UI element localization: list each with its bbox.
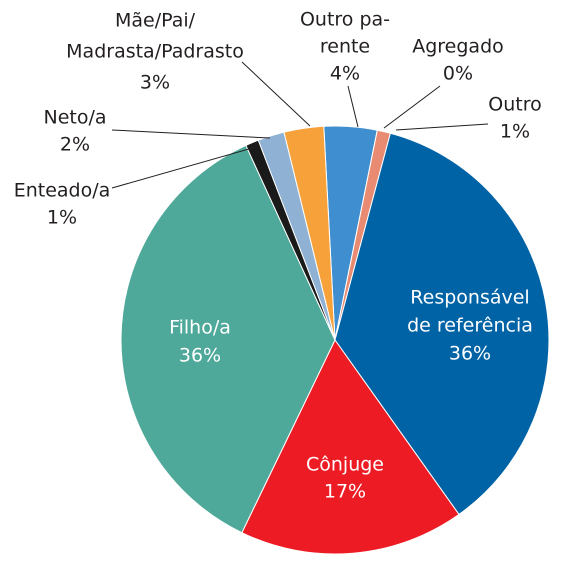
leader-line — [241, 61, 311, 127]
slice-value-label: 1% — [47, 207, 77, 229]
pie-slice — [283, 125, 336, 341]
slice-value-label: 36% — [179, 345, 221, 367]
leader-line — [383, 85, 441, 129]
slice-label: Outro pa- — [300, 9, 390, 31]
slice-value-label: 17% — [324, 481, 366, 503]
slice-label: Madrasta/Padrasto — [66, 41, 244, 63]
slice-label: Neto/a — [43, 107, 106, 129]
leader-line — [347, 85, 359, 128]
slice-value-label: 1% — [500, 121, 530, 143]
slice-label: Mãe/Pai/ — [115, 10, 196, 32]
slice-value-label: 3% — [140, 72, 170, 94]
slice-label: rente — [320, 36, 370, 58]
slice-label: Agregado — [412, 36, 504, 58]
leader-line — [395, 123, 489, 131]
slice-value-label: 4% — [330, 63, 360, 85]
leader-line — [111, 146, 257, 189]
pie-slice — [120, 144, 336, 534]
slice-label: Filho/a — [169, 317, 231, 339]
slice-value-label: 0% — [443, 63, 473, 85]
pie-slice — [334, 132, 550, 516]
slice-value-label: 36% — [449, 343, 491, 365]
pie-slice — [241, 339, 460, 555]
slice-label: Cônjuge — [306, 454, 384, 476]
slice-label: Responsável — [410, 287, 529, 309]
slice-label: Outro — [488, 94, 541, 116]
leader-line — [111, 129, 271, 139]
slice-value-label: 2% — [60, 134, 90, 156]
slice-label: de referência — [407, 315, 533, 337]
slice-label: Enteado/a — [14, 180, 111, 202]
